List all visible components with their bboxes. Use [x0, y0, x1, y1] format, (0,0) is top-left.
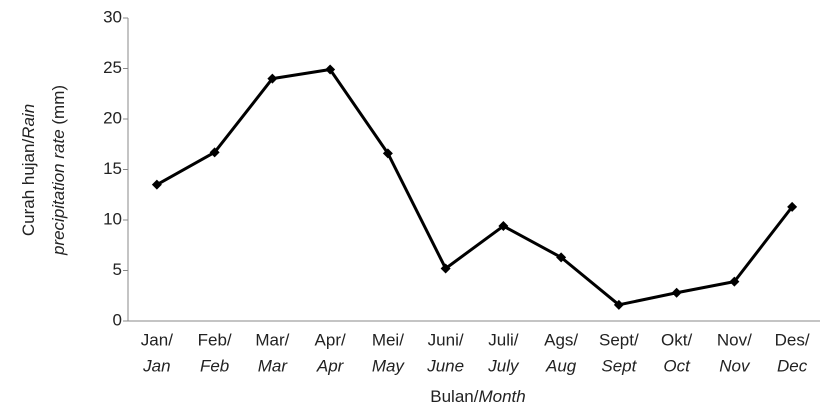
- marker: [440, 263, 451, 274]
- x-tick-label: May: [372, 356, 406, 375]
- x-tick-label: Dec: [777, 356, 808, 375]
- marker: [787, 201, 798, 212]
- line: [156, 68, 794, 307]
- marker: [613, 299, 624, 310]
- marker: [498, 221, 509, 232]
- y-tick-label: 30: [103, 7, 122, 26]
- y-axis-label: precipitation rate (mm): [49, 85, 68, 256]
- x-tick-label: Juni/: [428, 330, 464, 349]
- x-tick-label: Apr/: [315, 330, 346, 349]
- x-tick-label: Des/: [775, 330, 810, 349]
- x-tick-label: Sept/: [599, 330, 639, 349]
- x-tick-label: Nov/: [717, 330, 752, 349]
- marker: [209, 147, 220, 158]
- y-axis-label: Curah hujan/Rain: [19, 104, 38, 236]
- x-tick-label: Mar: [258, 356, 289, 375]
- x-tick-label: Mei/: [372, 330, 404, 349]
- x-axis-label-part: Bulan/: [430, 387, 478, 406]
- y-tick-label: 0: [113, 310, 122, 329]
- x-tick-label: Okt/: [661, 330, 692, 349]
- x-tick-label: Jan: [142, 356, 170, 375]
- y-tick-label: 5: [113, 260, 122, 279]
- x-tick-label: Feb: [200, 356, 229, 375]
- x-tick-label: Jan/: [141, 330, 173, 349]
- y-axis-label-part: Curah hujan/: [19, 139, 38, 237]
- x-axis-label: Bulan/Month: [430, 387, 525, 406]
- y-tick-label: 25: [103, 58, 122, 77]
- x-tick-label: Mar/: [255, 330, 289, 349]
- marker: [325, 64, 336, 75]
- x-axis-label-part: Month: [478, 387, 525, 406]
- x-tick-label: Nov: [719, 356, 751, 375]
- y-tick-label: 10: [103, 209, 122, 228]
- marker: [267, 73, 278, 84]
- marker: [382, 148, 393, 159]
- x-tick-label: Feb/: [198, 330, 232, 349]
- x-tick-label: Apr: [316, 356, 345, 375]
- y-axis-label-part: precipitation rate: [49, 129, 68, 256]
- x-tick-label: July: [487, 356, 520, 375]
- x-tick-label: Ags/: [544, 330, 578, 349]
- y-axis-label-part: Rain: [19, 104, 38, 139]
- x-tick-label: June: [426, 356, 464, 375]
- marker: [671, 287, 682, 298]
- x-tick-label: Aug: [545, 356, 577, 375]
- x-tick-label: Oct: [663, 356, 691, 375]
- marker: [556, 252, 567, 263]
- x-tick-label: Juli/: [488, 330, 519, 349]
- y-tick-label: 20: [103, 108, 122, 127]
- y-axis-label-part: (mm): [49, 85, 68, 125]
- x-tick-label: Sept: [601, 356, 637, 375]
- marker: [729, 276, 740, 287]
- y-tick-label: 15: [103, 159, 122, 178]
- marker: [151, 179, 162, 190]
